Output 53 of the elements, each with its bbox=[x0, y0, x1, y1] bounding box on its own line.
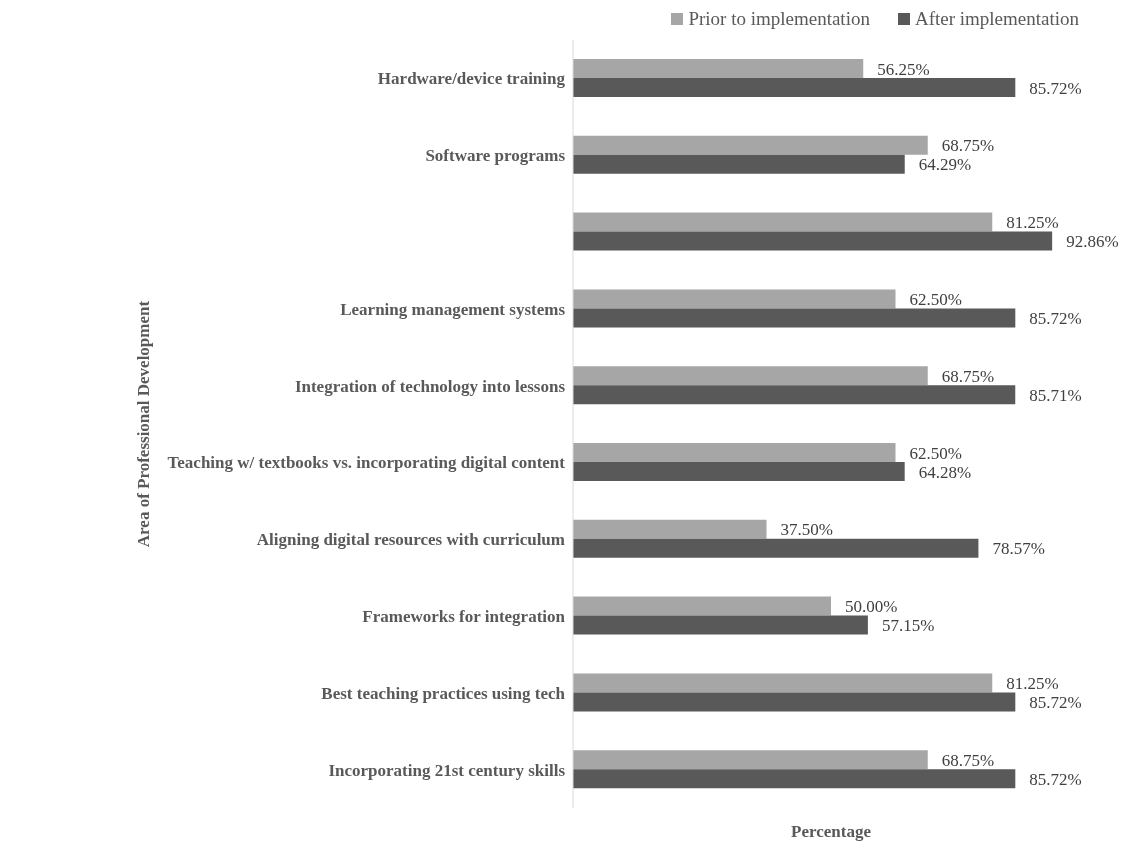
data-label: 68.75% bbox=[941, 136, 995, 156]
bar bbox=[573, 769, 1016, 789]
data-label: 92.86% bbox=[1066, 232, 1119, 252]
data-label: 85.72% bbox=[1029, 769, 1082, 789]
x-axis-title: Percentage bbox=[790, 822, 872, 842]
data-label: 64.28% bbox=[918, 462, 972, 482]
legend-label: Prior to implementation bbox=[688, 8, 870, 30]
bar bbox=[573, 519, 767, 539]
data-label: 85.72% bbox=[1029, 308, 1082, 328]
y-tick-label: Aligning digital resources with curriculum bbox=[256, 530, 565, 550]
y-tick-label: Integration of technology into lessons bbox=[294, 376, 566, 396]
data-label: 62.50% bbox=[909, 289, 962, 309]
bar bbox=[573, 308, 1016, 328]
data-label: 78.57% bbox=[992, 539, 1045, 559]
data-label: 37.50% bbox=[780, 520, 833, 540]
bar bbox=[573, 443, 896, 462]
data-label: 62.50% bbox=[909, 443, 962, 463]
data-label: 64.29% bbox=[918, 155, 972, 175]
y-tick-label: Learning management systems bbox=[340, 299, 566, 319]
bar bbox=[573, 596, 831, 616]
bar bbox=[573, 231, 1053, 251]
data-label: 56.25% bbox=[877, 59, 930, 79]
y-tick-label: Frameworks for integration bbox=[362, 607, 566, 627]
bar bbox=[573, 538, 979, 558]
data-label: 81.25% bbox=[1006, 673, 1059, 693]
data-label: 85.72% bbox=[1029, 78, 1082, 98]
data-label: 85.71% bbox=[1029, 385, 1082, 405]
bar bbox=[573, 135, 928, 155]
data-label: 85.72% bbox=[1029, 692, 1082, 712]
y-tick-label: Software programs bbox=[425, 146, 566, 166]
data-label: 68.75% bbox=[941, 366, 995, 386]
bar bbox=[573, 750, 928, 770]
bar bbox=[573, 59, 864, 78]
data-label: 68.75% bbox=[941, 750, 995, 770]
y-tick-label: Teaching w/ textbooks vs. incorporating digital content bbox=[167, 453, 566, 473]
y-tick-label: Best teaching practices using tech bbox=[321, 683, 566, 703]
bar bbox=[573, 212, 993, 232]
y-tick-label: Hardware/device training bbox=[377, 69, 566, 89]
bar bbox=[573, 78, 1016, 97]
bar bbox=[573, 154, 905, 174]
bar bbox=[573, 462, 905, 481]
data-label: 81.25% bbox=[1006, 213, 1059, 233]
y-tick-label: Incorporating 21st century skills bbox=[328, 760, 566, 780]
bar bbox=[573, 385, 1016, 405]
y-axis-title: Area of Professional Development bbox=[134, 300, 154, 548]
bar bbox=[573, 289, 896, 309]
bar bbox=[573, 692, 1016, 712]
data-label: 57.15% bbox=[881, 616, 935, 636]
bar bbox=[573, 366, 928, 386]
bar bbox=[573, 673, 993, 693]
data-label: 50.00% bbox=[845, 597, 898, 617]
bar bbox=[573, 615, 868, 635]
legend-label: After implementation bbox=[914, 8, 1079, 30]
